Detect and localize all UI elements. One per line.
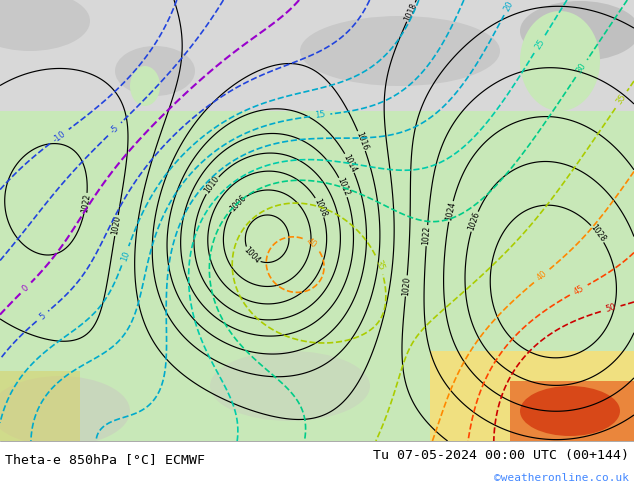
- Ellipse shape: [520, 11, 600, 111]
- Text: 1014: 1014: [342, 152, 358, 174]
- Ellipse shape: [0, 0, 90, 51]
- Text: 1008: 1008: [312, 197, 328, 218]
- Text: 40: 40: [305, 237, 319, 250]
- Text: 15: 15: [314, 110, 326, 121]
- Text: 20: 20: [502, 0, 515, 13]
- Text: -5: -5: [108, 123, 120, 135]
- Bar: [0, 371, 80, 441]
- Text: 1012: 1012: [335, 177, 351, 198]
- Bar: [0, 0, 634, 111]
- Text: 0: 0: [21, 283, 31, 293]
- Text: 1020: 1020: [401, 276, 411, 296]
- Text: Theta-e 850hPa [°C] ECMWF: Theta-e 850hPa [°C] ECMWF: [5, 454, 205, 466]
- Text: 35: 35: [614, 93, 628, 106]
- Text: 50: 50: [604, 303, 617, 315]
- Text: 1006: 1006: [228, 193, 248, 214]
- Text: 1024: 1024: [444, 201, 457, 222]
- Ellipse shape: [130, 66, 160, 106]
- Ellipse shape: [520, 386, 620, 436]
- Ellipse shape: [520, 1, 634, 61]
- Text: 35: 35: [373, 258, 385, 271]
- Ellipse shape: [300, 16, 500, 86]
- Text: Tu 07-05-2024 00:00 UTC (00+144): Tu 07-05-2024 00:00 UTC (00+144): [373, 448, 629, 462]
- Text: 5: 5: [37, 311, 48, 321]
- Text: -10: -10: [51, 129, 67, 144]
- Ellipse shape: [0, 376, 130, 446]
- Text: 30: 30: [575, 62, 588, 75]
- Text: 1026: 1026: [467, 211, 482, 232]
- Text: 1016: 1016: [354, 130, 369, 151]
- Text: 40: 40: [535, 269, 548, 283]
- Text: 45: 45: [572, 284, 586, 296]
- Ellipse shape: [210, 351, 370, 421]
- Text: 1010: 1010: [203, 175, 221, 196]
- Text: 1028: 1028: [588, 223, 607, 244]
- Text: 10: 10: [119, 249, 131, 262]
- Bar: [510, 381, 634, 441]
- Ellipse shape: [115, 46, 195, 96]
- Text: 1004: 1004: [242, 245, 262, 266]
- Text: 1018: 1018: [403, 1, 419, 23]
- Text: 1022: 1022: [422, 226, 432, 245]
- Text: 25: 25: [533, 37, 546, 51]
- Text: ©weatheronline.co.uk: ©weatheronline.co.uk: [494, 473, 629, 483]
- Text: 1020: 1020: [110, 215, 122, 236]
- Text: 1022: 1022: [80, 193, 92, 214]
- Bar: [430, 351, 634, 441]
